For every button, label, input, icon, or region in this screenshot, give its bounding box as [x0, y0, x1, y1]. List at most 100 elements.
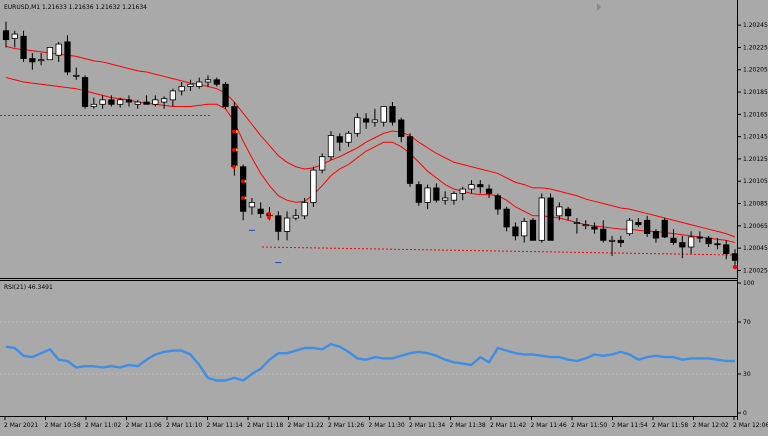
candle-body: [222, 83, 229, 107]
price-axis: 1.20245 1.20225 1.20205 1.20185 1.20165 1.201…: [737, 22, 768, 274]
rsi-tick-label: 30: [743, 371, 751, 378]
level-lines: [0, 114, 736, 256]
scroll-to-end-icon[interactable]: [597, 3, 601, 11]
support-level-line: [261, 246, 736, 256]
candle-body: [301, 202, 308, 217]
candle-body: [38, 59, 45, 62]
time-tick-label: 2 Mar 11:58: [652, 422, 688, 429]
candle-body: [292, 215, 299, 219]
price-tick-label: 1.20045: [743, 245, 768, 252]
current-price-dot: [732, 264, 738, 270]
candle-body: [125, 99, 133, 103]
time-tick-label: 2 Mar 11:50: [571, 422, 607, 429]
signal-dot: [267, 211, 271, 216]
price-tick-label: 1.20085: [743, 201, 768, 208]
candle-body: [196, 81, 203, 87]
candle-body: [380, 106, 387, 123]
candle-body: [2, 30, 10, 41]
candle-body: [354, 117, 361, 134]
signal-dot: [267, 215, 271, 220]
candle-body: [652, 231, 660, 239]
candle-body: [442, 197, 449, 201]
moving-average-slow: [5, 45, 736, 238]
rsi-axis: 100 70 30 0: [737, 280, 755, 417]
candle-body: [327, 135, 335, 158]
time-tick-label: 2 Mar 11:54: [612, 422, 648, 429]
candle-body: [477, 184, 484, 188]
time-tick-label: 2 Mar 12:06: [733, 422, 768, 429]
candle-body: [108, 99, 115, 105]
signal-dot: [232, 165, 236, 169]
candle-body: [143, 101, 150, 105]
time-tick-label: 2 Mar 11:26: [328, 422, 364, 429]
rsi-series-line: [5, 342, 735, 382]
candle-body: [661, 219, 668, 238]
time-tick-label: 2 Mar 11:42: [490, 422, 526, 429]
candle-body: [687, 236, 695, 248]
price-tick-label: 1.20065: [743, 223, 768, 230]
time-tick-label: 2 Mar 11:34: [409, 422, 445, 429]
candle-body: [494, 195, 501, 210]
candle-body: [608, 239, 616, 242]
price-tick-label: 1.20125: [743, 156, 768, 163]
price-panel[interactable]: 1.20245 1.20225 1.20205 1.20185 1.20165 1.201…: [0, 0, 768, 420]
rsi-info: RSI(21) 46.3491: [4, 284, 53, 291]
time-tick-label: 2 Mar 11:06: [126, 422, 162, 429]
candle-body: [213, 79, 220, 85]
candle-body: [389, 106, 396, 123]
signal-arrow: [235, 129, 239, 134]
candle-body: [433, 187, 440, 201]
rsi-tick-label: 0: [743, 410, 747, 417]
candle-body: [336, 136, 343, 143]
time-tick-label: 2 Mar 11:46: [531, 422, 567, 429]
signal-arrow: [235, 147, 239, 152]
time-tick-label: 2 Mar 11:30: [369, 422, 405, 429]
candle-body: [679, 242, 686, 248]
time-tick-label: 2 Mar 11:02: [85, 422, 121, 429]
candle-body: [406, 136, 414, 184]
candle-body: [398, 119, 405, 138]
candle-body: [503, 208, 510, 228]
candle-body: [512, 226, 519, 237]
candle-body: [55, 43, 62, 56]
time-tick-label: 2 Mar 11:18: [247, 422, 283, 429]
price-tick-label: 1.20025: [743, 267, 768, 274]
candle-body: [169, 90, 177, 101]
candle-body: [626, 219, 633, 235]
candle-body: [415, 184, 422, 203]
signal-dot: [232, 129, 236, 134]
price-tick-label: 1.20245: [743, 22, 768, 29]
symbol-info: EURUSD,M1 1.21633 1.21636 1.21632 1.2163…: [4, 4, 147, 11]
price-tick-label: 1.20165: [743, 111, 768, 118]
candle-body: [556, 206, 563, 217]
rsi-panel[interactable]: RSI(21) 46.3491 100 70 30 0: [0, 280, 755, 417]
candle-body: [731, 253, 739, 261]
candle-body: [714, 243, 721, 246]
price-tick-label: 1.20145: [743, 134, 768, 141]
candle-body: [635, 222, 642, 226]
candle-body: [644, 219, 651, 235]
candle-body: [204, 79, 212, 83]
candle-body: [424, 187, 431, 203]
candle-body: [450, 193, 458, 201]
candle-body: [90, 103, 97, 107]
candle-body: [73, 74, 80, 77]
candle-body: [345, 132, 352, 143]
candle-body: [582, 224, 589, 227]
time-tick-label: 2 Mar 12:02: [693, 422, 729, 429]
candle-body: [723, 244, 730, 255]
candle-body: [521, 220, 528, 237]
time-tick-label: 2 Mar 2021: [4, 422, 38, 429]
price-tick-label: 1.20205: [743, 67, 768, 74]
candle-body: [29, 58, 36, 63]
signal-markers: [232, 129, 738, 270]
signal-arrow: [270, 211, 274, 216]
time-tick-label: 2 Mar 11:14: [207, 422, 243, 429]
candle-body: [64, 41, 71, 73]
rsi-tick-label: 70: [743, 319, 751, 326]
candle-body: [117, 99, 124, 105]
candle-body: [705, 237, 712, 245]
candle-body: [573, 222, 581, 224]
